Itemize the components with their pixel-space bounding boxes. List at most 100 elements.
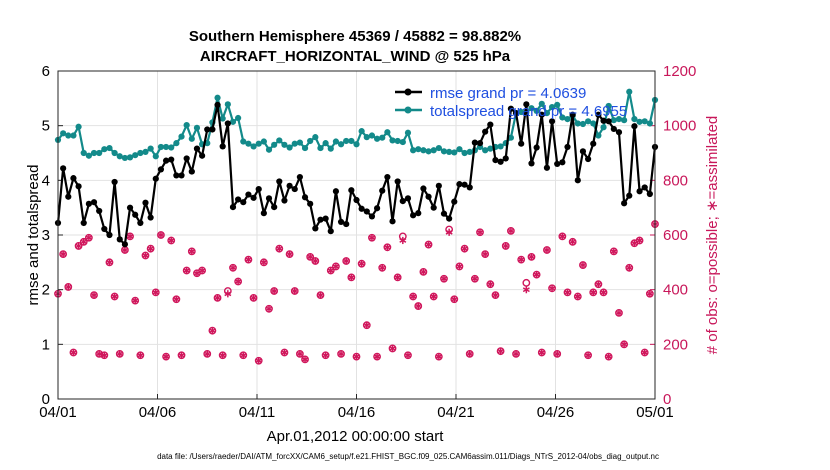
spread-point (435, 144, 442, 152)
y-left-tick-label: 4 (42, 172, 50, 189)
rmse-point (564, 143, 571, 151)
rmse-point (142, 199, 149, 206)
obs-assimilated-marker (389, 344, 397, 353)
spread-point (116, 153, 123, 160)
obs-assimilated-marker (162, 353, 170, 361)
obs-assimilated-marker (620, 340, 628, 348)
rmse-point (420, 185, 427, 192)
rmse-point (307, 200, 314, 207)
spread-point (250, 143, 257, 150)
obs-assimilated-marker (239, 351, 247, 359)
spread-point (224, 101, 231, 108)
spread-point (214, 94, 221, 101)
x-tick-label: 05/01 (636, 404, 674, 421)
spread-point (260, 138, 267, 145)
rmse-point (250, 194, 257, 201)
rmse-point (296, 173, 303, 181)
rmse-point (245, 191, 252, 198)
obs-assimilated-marker (80, 238, 88, 246)
rmse-point (574, 177, 581, 184)
spread-point (621, 117, 628, 124)
rmse-point (518, 140, 525, 147)
y-axis-left-label: rmse and totalspread (25, 165, 42, 306)
obs-assimilated-marker (512, 350, 520, 358)
obs-assimilated-marker (564, 288, 572, 296)
obs-assimilated-marker (126, 232, 134, 240)
obs-assimilated-marker (373, 353, 381, 361)
obs-assimilated-marker (533, 271, 541, 279)
obs-assimilated-marker (605, 353, 613, 361)
rmse-point (456, 181, 463, 188)
obs-assimilated-marker (610, 247, 618, 255)
obs-assimilated-marker (378, 264, 386, 272)
spread-point (343, 137, 350, 145)
obs-assimilated-marker (296, 350, 304, 358)
obs-assimilated-marker (589, 288, 597, 296)
rmse-point (301, 194, 309, 201)
obs-assimilated-marker (311, 257, 319, 265)
obs-assimilated-marker (178, 351, 186, 359)
y-left-tick-label: 5 (42, 118, 50, 135)
spread-point (137, 149, 144, 157)
obs-assimilated-marker (183, 266, 191, 275)
rmse-point (404, 195, 412, 202)
rmse-point (615, 129, 623, 136)
plot-frame (57, 70, 656, 400)
obs-assimilated-marker (111, 292, 119, 301)
spread-point (281, 141, 288, 148)
spread-point (410, 147, 417, 154)
rmse-point (75, 183, 82, 190)
obs-assimilated-marker (394, 273, 402, 281)
chart-title-line2: AIRCRAFT_HORIZONTAL_WIND @ 525 hPa (200, 48, 511, 65)
spread-point (183, 122, 190, 129)
obs-assimilated-marker (301, 355, 309, 363)
spread-point (389, 137, 396, 144)
rmse-point (137, 219, 144, 227)
obs-assimilated-marker (116, 350, 124, 358)
spread-point (106, 144, 113, 152)
rmse-point (497, 158, 504, 165)
obs-assimilated-marker (502, 242, 510, 250)
obs-assimilated-marker (75, 242, 83, 250)
spread-point (368, 132, 376, 139)
spread-point (337, 141, 345, 148)
x-tick-label: 04/11 (239, 404, 275, 421)
y-right-tick-label: 1000 (663, 118, 696, 135)
obs-assimilated-marker (414, 302, 422, 310)
rmse-point (358, 205, 365, 212)
spread-point (543, 109, 551, 117)
spread-point (554, 101, 561, 108)
obs-assimilated-marker (167, 236, 175, 245)
rmse-point (70, 175, 77, 182)
obs-assimilated-marker (250, 294, 258, 302)
y-left-tick-label: 0 (42, 391, 50, 408)
obs-assimilated-marker (600, 288, 608, 296)
spread-point (178, 133, 185, 140)
legend-spread-label: totalspread grand pr = 4.6955 (430, 103, 627, 120)
y-axis-right-label: # of obs: o=possible; ∗=assimilated (704, 116, 721, 355)
obs-assimilated-marker (255, 357, 263, 365)
spread-point (358, 128, 365, 135)
obs-assimilated-marker (440, 275, 448, 283)
rmse-point (260, 210, 267, 217)
rmse-point (178, 172, 185, 179)
spread-point (327, 145, 334, 152)
rmse-point (451, 198, 458, 205)
obs-assimilated-marker (507, 227, 515, 235)
spread-point (579, 120, 587, 128)
rmse-point (291, 185, 298, 193)
rmse-point (389, 218, 396, 225)
obs-assimilated-marker (466, 350, 474, 358)
rmse-point (507, 105, 514, 112)
rmse-point (353, 196, 360, 204)
rmse-point (337, 218, 345, 225)
rmse-point (312, 225, 319, 232)
spread-point (142, 148, 149, 156)
obs-assimilated-marker (219, 351, 227, 359)
obs-assimilated-marker (131, 297, 139, 305)
spread-point (487, 145, 494, 152)
spread-point (70, 132, 77, 139)
obs-assimilated-marker (574, 292, 582, 301)
rmse-point (96, 207, 103, 215)
x-axis-label: Apr.01,2012 00:00:00 start (267, 428, 445, 445)
